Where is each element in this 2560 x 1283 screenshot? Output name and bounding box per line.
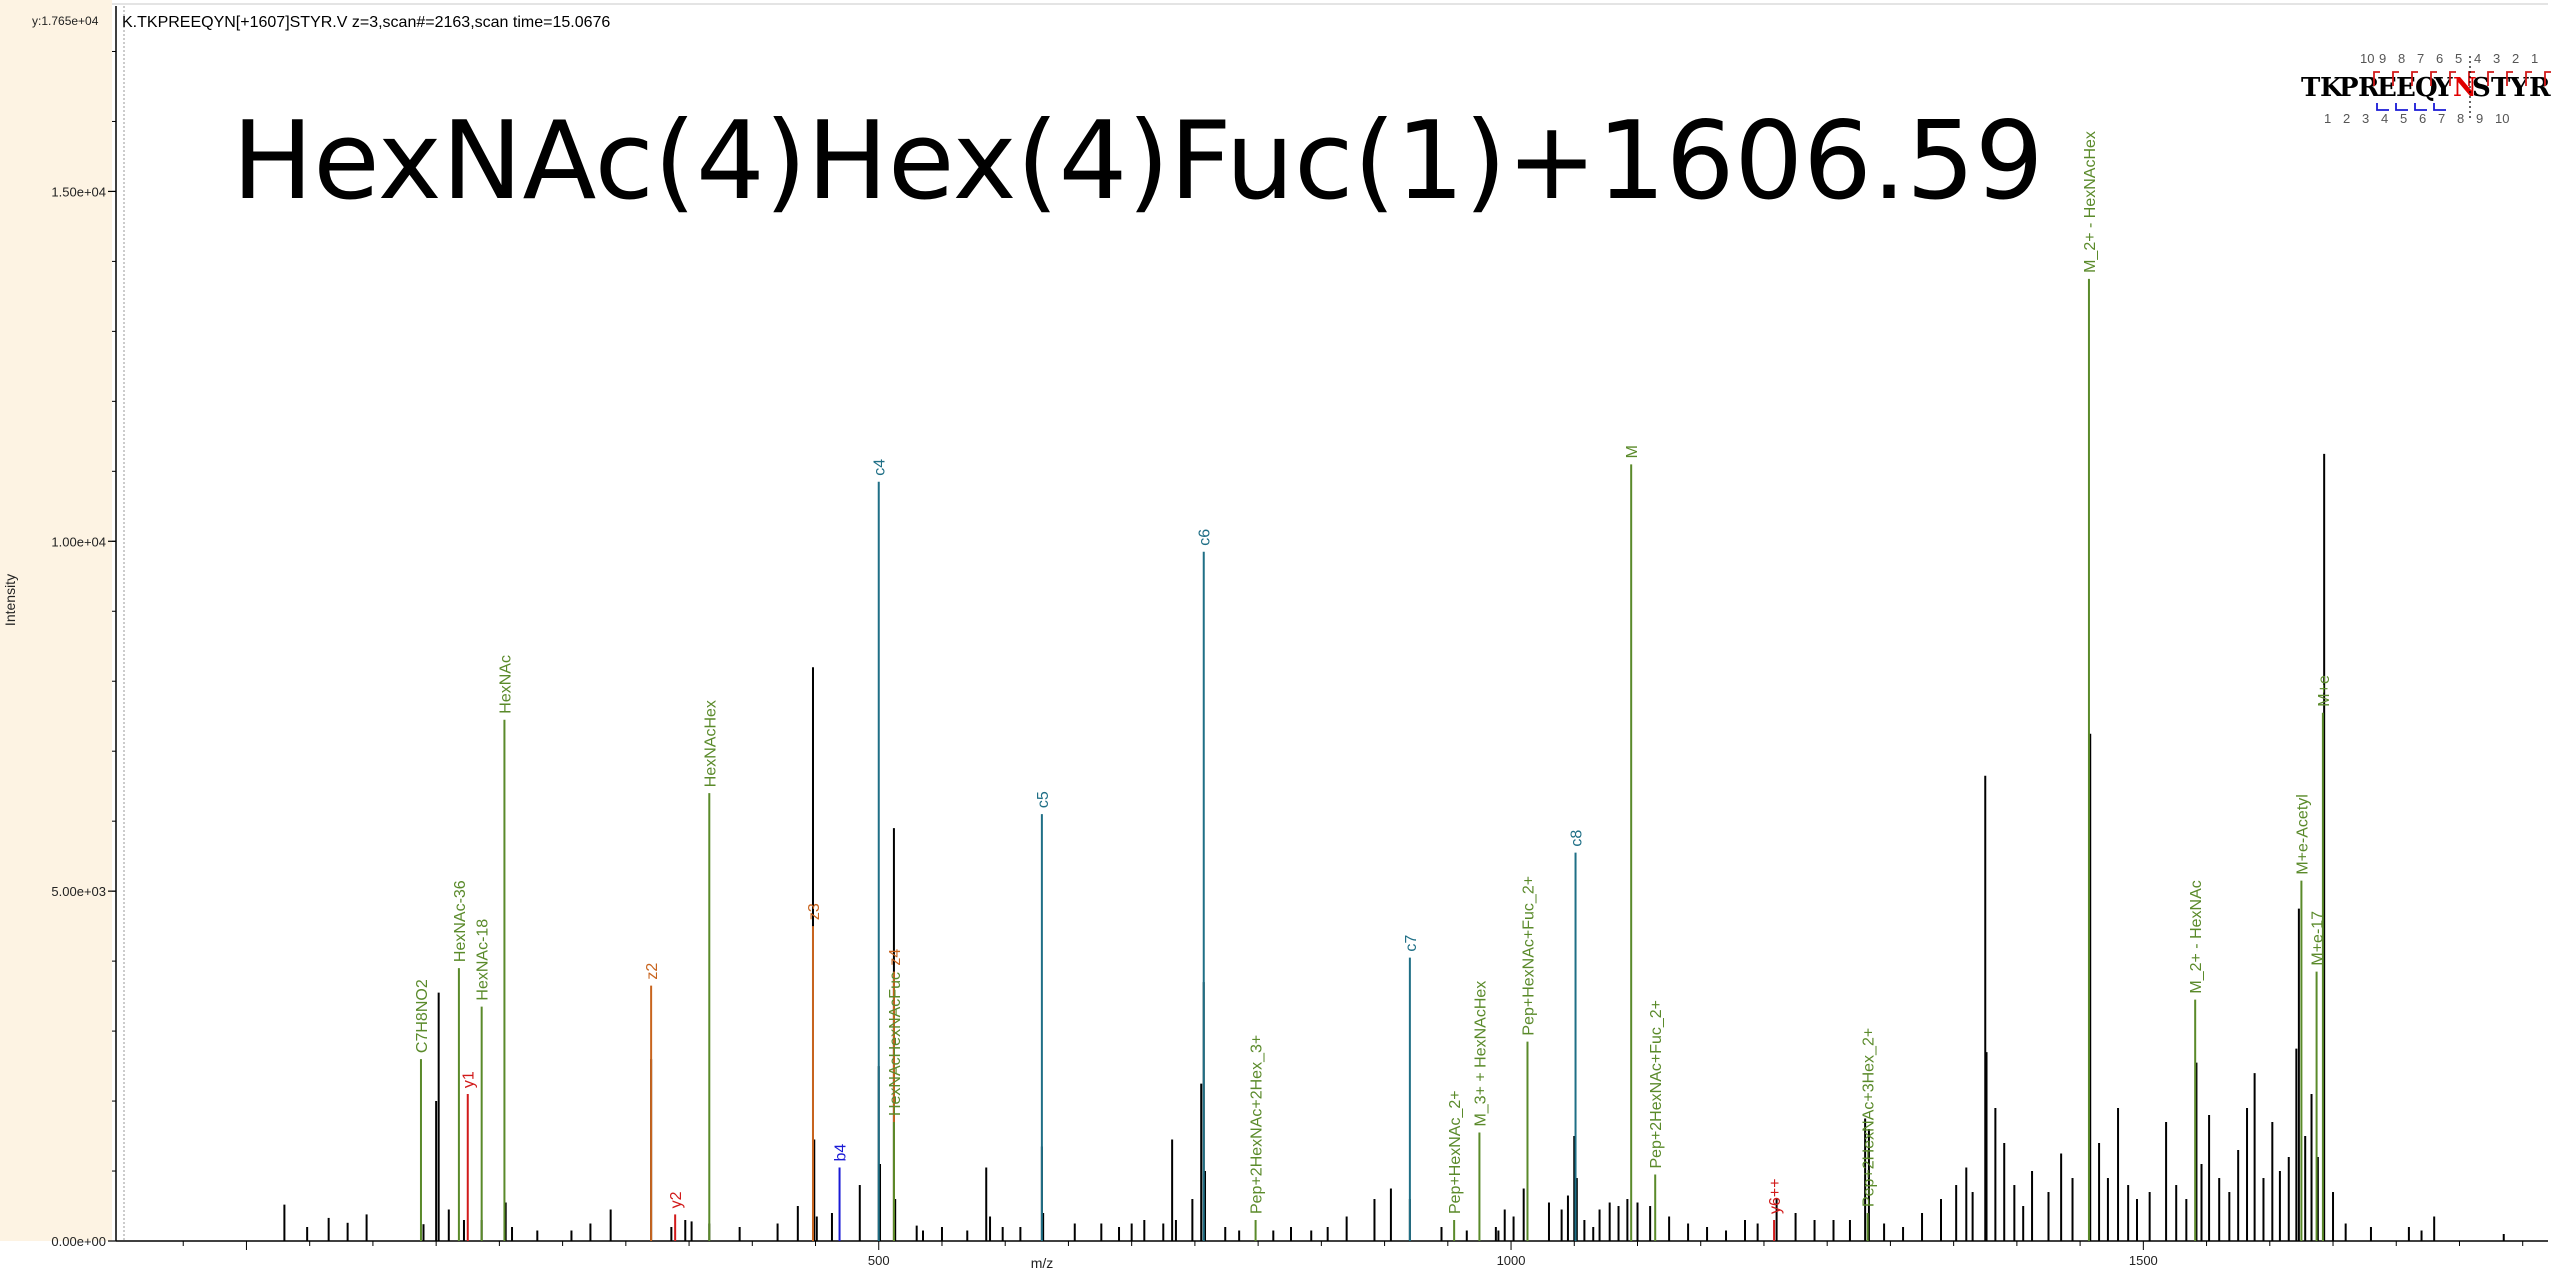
c-ion-bracket (2376, 103, 2389, 111)
peak-label: M+e (2316, 675, 2333, 707)
sequence-residue: Y (2433, 73, 2453, 103)
y-ion-bracket (2373, 71, 2380, 86)
peak-label: z4 (887, 949, 904, 966)
y-tick-label: 1.00e+04 (51, 534, 106, 549)
peak-label: HexNAcHex (702, 700, 719, 787)
y-tick-label: 0.00e+00 (51, 1234, 106, 1249)
peak-label: HexNAc-18 (475, 919, 492, 1001)
peak-label: c6 (1197, 529, 1214, 546)
peak-label: b4 (833, 1144, 850, 1162)
y-ion-number: 4 (2474, 51, 2481, 66)
peak-label: y1 (461, 1071, 478, 1088)
sequence-residue: E (2377, 73, 2397, 103)
sequence-residue: T (2491, 73, 2511, 103)
y-tick-label: 5.00e+03 (51, 884, 106, 899)
glycan-annotation-title: HexNAc(4)Hex(4)Fuc(1)+1606.59 (232, 99, 2044, 224)
y-ion-bracket (2449, 71, 2456, 86)
x-axis-title: m/z (1031, 1255, 1054, 1271)
y-ion-number: 9 (2379, 51, 2386, 66)
y-ion-bracket (2411, 71, 2418, 86)
peak-label: M (1624, 445, 1641, 458)
b-ion-number: 10 (2495, 111, 2509, 126)
peak-label: C7H8NO2 (414, 979, 431, 1053)
peak-label: M_3+ + HexNAcHex (1472, 981, 1489, 1127)
peak-label: HexNAcHexNAcFuc (887, 972, 904, 1116)
b-ion-number: 1 (2324, 111, 2331, 126)
peak-label: y2 (668, 1191, 685, 1208)
peak-label: c4 (872, 459, 889, 476)
b-ion-number: 9 (2476, 111, 2483, 126)
peak-label: Pep+2HexNAc+Fuc_2+ (1648, 1000, 1665, 1169)
sequence-residue: R (2529, 73, 2551, 103)
b-ion-number: 4 (2381, 111, 2388, 126)
y-ion-number: 7 (2417, 51, 2424, 66)
y-ion-bracket (2544, 71, 2551, 86)
peak-label: c8 (1569, 830, 1586, 847)
y-ion-bracket (2487, 71, 2494, 86)
y-ion-number: 5 (2455, 51, 2462, 66)
y-tick-label: 1.50e+04 (51, 184, 106, 199)
y-ion-number: 10 (2360, 51, 2374, 66)
peak-label: c7 (1403, 935, 1420, 952)
sequence-residue: T (2301, 73, 2321, 103)
b-ion-number: 2 (2343, 111, 2350, 126)
y-ion-bracket (2392, 71, 2399, 86)
peak-label: M+e-Acetyl (2294, 794, 2311, 874)
y-ion-number: 1 (2531, 51, 2538, 66)
sequence-residue: K (2320, 73, 2344, 103)
y-ion-number: 3 (2493, 51, 2500, 66)
sequence-residue: S (2472, 73, 2491, 103)
x-tick-label: 1500 (2129, 1253, 2158, 1268)
c-ion-bracket (2433, 103, 2446, 111)
b-ion-number: 3 (2362, 111, 2369, 126)
peak-label: M+e-17 (2310, 911, 2327, 966)
peak-label: Pep+HexNAc_2+ (1447, 1090, 1464, 1214)
peak-label: HexNAc (497, 655, 514, 714)
sequence-residue: P (2339, 73, 2359, 103)
y-ion-number: 2 (2512, 51, 2519, 66)
peak-label: z3 (806, 903, 823, 920)
sequence-residue: Y (2509, 73, 2529, 103)
peak-label: M_2+ - HexNAcHex (2082, 131, 2099, 273)
y-ion-bracket (2430, 71, 2437, 86)
peak-label: Pep+HexNAc+Fuc_2+ (1520, 876, 1537, 1036)
peak-label: z2 (644, 963, 661, 980)
y-ion-bracket (2525, 71, 2532, 86)
sequence-residue: N (2453, 73, 2477, 103)
x-tick-label: 500 (868, 1253, 890, 1268)
peak-label: Pep+2HexNAc+3Hex_2+ (1861, 1028, 1878, 1207)
y-axis-max-label: y:1.765e+04 (32, 14, 99, 28)
y-axis-title: Intensity (2, 574, 18, 626)
peak-label: c5 (1035, 791, 1052, 808)
c-ion-bracket (2395, 103, 2408, 111)
scan-info: K.TKPREEQYN[+1607]STYR.V z=3,scan#=2163,… (122, 14, 611, 31)
y-ion-bracket (2468, 71, 2475, 86)
y-ion-bracket (2506, 71, 2513, 86)
peak-label: Pep+2HexNAc+2Hex_3+ (1249, 1035, 1266, 1214)
peak-label: HexNAc-36 (452, 880, 469, 962)
b-ion-number: 5 (2400, 111, 2407, 126)
b-ion-number: 6 (2419, 111, 2426, 126)
y-ion-number: 8 (2398, 51, 2405, 66)
c-ion-bracket (2414, 103, 2427, 111)
y-axis-panel (0, 0, 112, 1241)
b-ion-number: 7 (2438, 111, 2445, 126)
x-tick-label: 1000 (1497, 1253, 1526, 1268)
y-ion-number: 6 (2436, 51, 2443, 66)
sequence-residue: E (2396, 73, 2416, 103)
b-ion-number: 8 (2457, 111, 2464, 126)
peak-label: M_2+ - HexNAc (2188, 880, 2205, 993)
peak-label: y6++ (1767, 1178, 1784, 1214)
sequence-residue: Q (2415, 73, 2438, 103)
